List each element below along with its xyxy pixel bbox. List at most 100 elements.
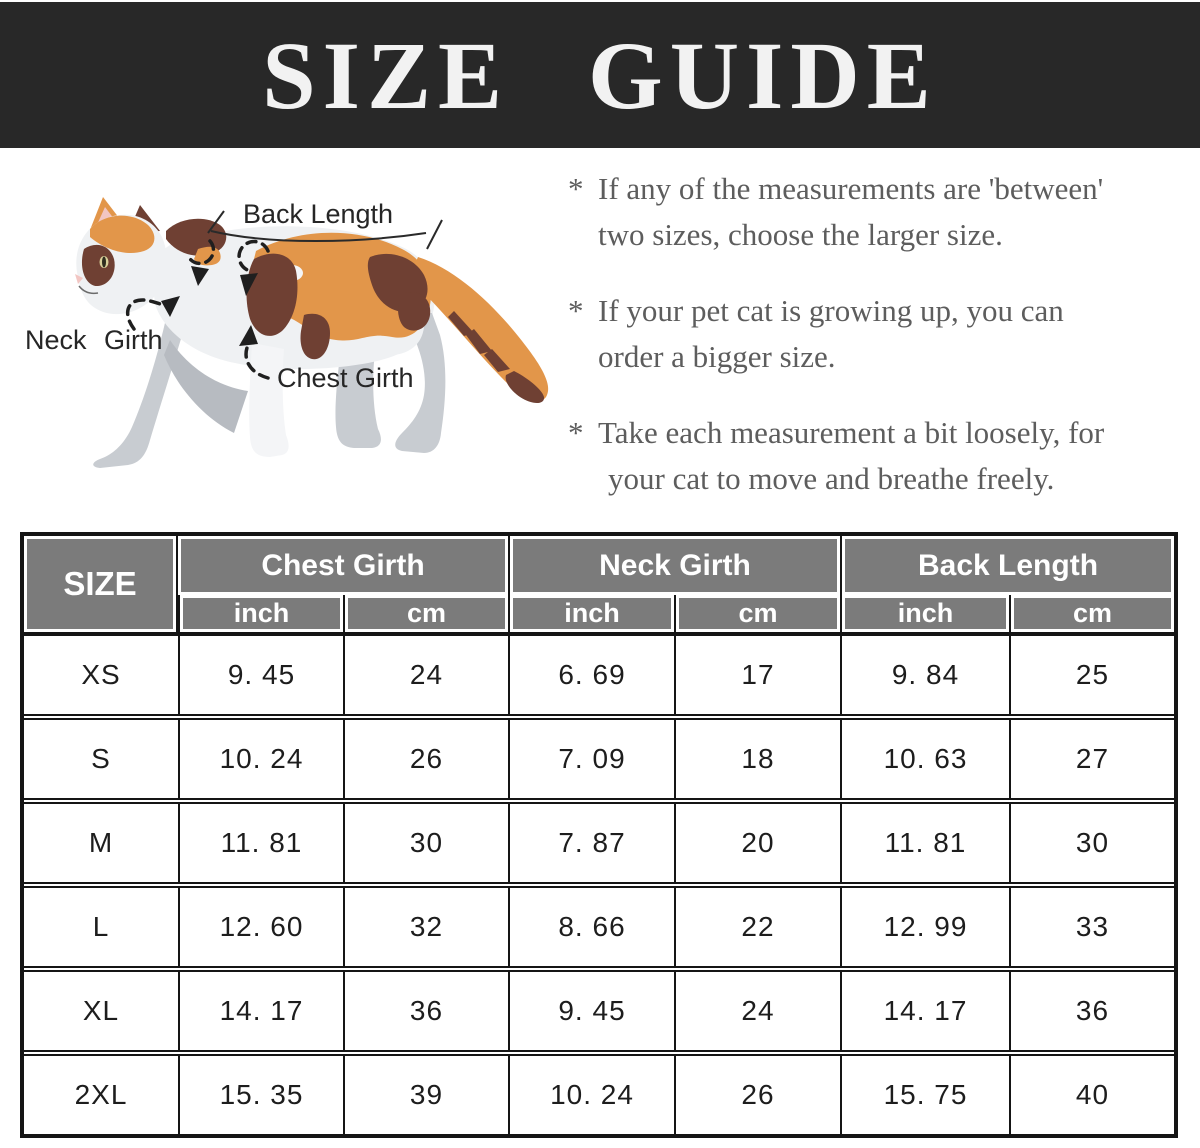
table-row: XL 14. 17 36 9. 45 24 14. 17 36 <box>24 966 1174 1050</box>
cat-tail-stripe-3 <box>484 349 510 372</box>
tip-text: If your pet cat is growing up, you can o… <box>598 288 1196 380</box>
tip-text: Take each measurement a bit loosely, for… <box>598 410 1196 502</box>
size-column-header: SIZE <box>24 536 176 632</box>
back-length-left-tick <box>207 210 225 234</box>
unit-header-row: inch cm inch cm inch cm <box>178 595 1174 632</box>
back-cm-cell: 33 <box>1009 888 1174 966</box>
back-cm-cell: 27 <box>1009 720 1174 798</box>
neck-cm-cell: 22 <box>674 888 840 966</box>
group-header-row: Chest Girth Neck Girth Back Length <box>178 536 1174 595</box>
banner-title: SIZE GUIDE <box>262 21 938 129</box>
back-start-arrowhead <box>240 273 258 296</box>
back-inch-header: inch <box>840 595 1009 632</box>
chest-inch-cell: 14. 17 <box>178 972 343 1050</box>
chest-cm-cell: 30 <box>343 804 508 882</box>
back-length-line <box>210 230 427 242</box>
table-header: SIZE Chest Girth Neck Girth Back Length … <box>24 536 1174 636</box>
back-cm-header: cm <box>1009 595 1174 632</box>
neck-cm-cell: 26 <box>674 1056 840 1134</box>
withers-arrowhead <box>191 266 209 286</box>
cat-head-orange-patch <box>90 215 155 254</box>
back-inch-cell: 14. 17 <box>840 972 1009 1050</box>
neck-inch-cell: 10. 24 <box>508 1056 674 1134</box>
table-header-right: Chest Girth Neck Girth Back Length inch … <box>176 536 1174 632</box>
tip-line: your cat to move and breathe freely. <box>608 461 1055 496</box>
neck-cm-cell: 20 <box>674 804 840 882</box>
chest-inch-header: inch <box>178 595 343 632</box>
neck-cm-cell: 17 <box>674 636 840 714</box>
chest-cm-cell: 24 <box>343 636 508 714</box>
withers-arrow <box>188 239 216 266</box>
table-row: M 11. 81 30 7. 87 20 11. 81 30 <box>24 798 1174 882</box>
neck-girth-arrowhead <box>161 296 180 317</box>
cat-eye-brown-patch <box>81 244 115 287</box>
cat-nose <box>75 274 83 284</box>
cat-tail-tip <box>505 371 545 403</box>
back-inch-cell: 15. 75 <box>840 1056 1009 1134</box>
tip-marker: * <box>568 171 584 206</box>
cat-belly-shadow <box>164 340 248 433</box>
tip-item: * If your pet cat is growing up, you can… <box>568 288 1196 380</box>
size-cell: L <box>92 911 110 942</box>
cat-hip-brown-patch <box>398 292 431 331</box>
neck-inch-cell: 9. 45 <box>508 972 674 1050</box>
neck-inch-cell: 6. 69 <box>508 636 674 714</box>
size-cell: XS <box>81 659 121 690</box>
neck-cm-cell: 24 <box>674 972 840 1050</box>
table-row: S 10. 24 26 7. 09 18 10. 63 27 <box>24 714 1174 798</box>
back-inch-cell: 11. 81 <box>840 804 1009 882</box>
cat-side-brown-patch <box>300 313 330 360</box>
back-cm-cell: 25 <box>1009 636 1174 714</box>
cat-tail <box>414 257 549 402</box>
chest-inch-cell: 11. 81 <box>178 804 343 882</box>
cat-far-hindleg <box>335 340 381 448</box>
neck-cm-cell: 18 <box>674 720 840 798</box>
back-cm-cell: 30 <box>1009 804 1174 882</box>
cat-tail-stripe-2 <box>466 329 492 354</box>
size-cell: 2XL <box>74 1079 128 1110</box>
table-body: XS 9. 45 24 6. 69 17 9. 84 25 S 10. 24 2… <box>24 636 1174 1134</box>
chest-cm-cell: 36 <box>343 972 508 1050</box>
back-length-header: Back Length <box>840 536 1174 595</box>
neck-girth-arrow <box>125 298 169 331</box>
chest-cm-cell: 32 <box>343 888 508 966</box>
tip-text: If any of the measurements are 'between'… <box>598 166 1196 258</box>
neck-girth-header: Neck Girth <box>508 536 840 595</box>
tip-line: If your pet cat is growing up, you can <box>598 293 1064 328</box>
tip-line: two sizes, choose the larger size. <box>598 217 1003 252</box>
measurement-tips: * If any of the measurements are 'betwee… <box>568 166 1196 532</box>
back-inch-cell: 10. 63 <box>840 720 1009 798</box>
tip-line: Take each measurement a bit loosely, for <box>598 415 1105 450</box>
back-inch-cell: 12. 99 <box>840 888 1009 966</box>
cat-shoulder-brown-patch <box>246 253 298 336</box>
tip-marker: * <box>568 415 584 450</box>
cat-mouth <box>78 285 99 295</box>
cat-pupil <box>102 256 106 268</box>
cat-measurement-diagram: Back Length Neck Girth Chest Girth <box>20 165 580 505</box>
back-cm-cell: 36 <box>1009 972 1174 1050</box>
neck-inch-header: inch <box>508 595 674 632</box>
size-guide-banner: SIZE GUIDE <box>0 2 1200 148</box>
cat-near-hindleg <box>395 313 446 453</box>
chest-girth-arrow <box>244 343 270 380</box>
chest-girth-label: Chest Girth <box>277 363 414 393</box>
tip-item: * Take each measurement a bit loosely, f… <box>568 410 1196 502</box>
tip-line: order a bigger size. <box>598 339 836 374</box>
back-inch-cell: 9. 84 <box>840 636 1009 714</box>
size-cell: XL <box>82 995 120 1026</box>
neck-inch-cell: 7. 09 <box>508 720 674 798</box>
chest-inch-cell: 15. 35 <box>178 1056 343 1134</box>
cat-far-foreleg <box>93 300 188 468</box>
neck-girth-label: Neck Girth <box>25 325 163 355</box>
size-cell: M <box>88 827 114 858</box>
back-length-right-tick <box>426 219 443 250</box>
chest-cm-cell: 39 <box>343 1056 508 1134</box>
chest-girth-arrowhead <box>239 325 258 346</box>
neck-inch-cell: 8. 66 <box>508 888 674 966</box>
cat-tail-stripe-1 <box>448 311 474 336</box>
cat-near-foreleg <box>249 343 289 457</box>
cat-withers-orange-patch <box>194 246 221 266</box>
size-chart-table: SIZE Chest Girth Neck Girth Back Length … <box>20 532 1178 1138</box>
neck-inch-cell: 7. 87 <box>508 804 674 882</box>
cat-illustration: Back Length Neck Girth Chest Girth <box>25 197 549 468</box>
